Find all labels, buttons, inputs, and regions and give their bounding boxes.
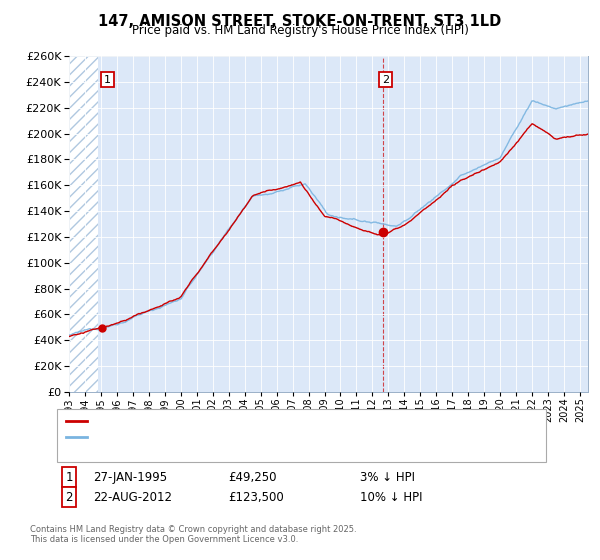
Bar <box>69 56 98 392</box>
Text: 147, AMISON STREET, STOKE-ON-TRENT, ST3 1LD (detached house): 147, AMISON STREET, STOKE-ON-TRENT, ST3 … <box>90 416 443 426</box>
Text: £49,250: £49,250 <box>228 470 277 484</box>
Text: £123,500: £123,500 <box>228 491 284 504</box>
Text: 22-AUG-2012: 22-AUG-2012 <box>93 491 172 504</box>
Text: Contains HM Land Registry data © Crown copyright and database right 2025.
This d: Contains HM Land Registry data © Crown c… <box>30 525 356 544</box>
Text: 1: 1 <box>65 470 73 484</box>
Text: 147, AMISON STREET, STOKE-ON-TRENT, ST3 1LD: 147, AMISON STREET, STOKE-ON-TRENT, ST3 … <box>98 14 502 29</box>
Text: 2: 2 <box>382 74 389 85</box>
Text: Price paid vs. HM Land Registry's House Price Index (HPI): Price paid vs. HM Land Registry's House … <box>131 24 469 37</box>
Text: 27-JAN-1995: 27-JAN-1995 <box>93 470 167 484</box>
Text: 10% ↓ HPI: 10% ↓ HPI <box>360 491 422 504</box>
Text: HPI: Average price, detached house, Stoke-on-Trent: HPI: Average price, detached house, Stok… <box>90 432 358 442</box>
Text: 2: 2 <box>65 491 73 504</box>
Text: 3% ↓ HPI: 3% ↓ HPI <box>360 470 415 484</box>
Text: 1: 1 <box>104 74 111 85</box>
